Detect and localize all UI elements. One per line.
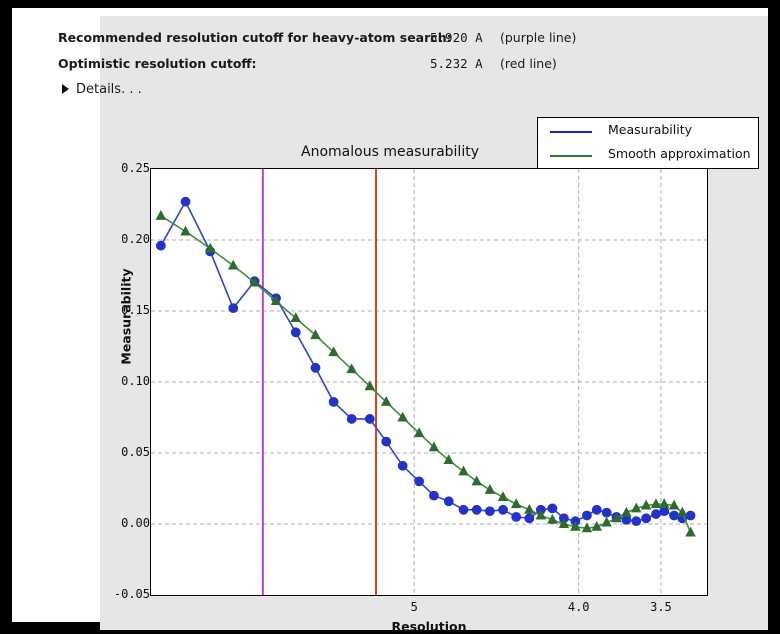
- legend-label-smooth: Smooth approximation: [608, 146, 751, 161]
- recommended-cutoff-label: Recommended resolution cutoff for heavy-…: [58, 30, 452, 45]
- recommended-cutoff-row: Recommended resolution cutoff for heavy-…: [58, 30, 768, 52]
- legend-swatch-measurability: [550, 131, 592, 133]
- details-label: Details. . .: [76, 81, 142, 97]
- chart-container: Anomalous measurability Measurability Re…: [100, 104, 768, 634]
- x-axis-ticks: 5 4.0 3.5: [150, 600, 708, 618]
- triangle-right-icon: [62, 84, 69, 94]
- y-tick-label: 0.05: [121, 445, 150, 459]
- recommended-cutoff-note: (purple line): [500, 30, 577, 45]
- legend-swatch-smooth: [550, 155, 592, 157]
- recommended-cutoff-value: 5.920 A: [430, 30, 483, 45]
- legend-label-measurability: Measurability: [608, 122, 693, 137]
- x-tick-label: 4.0: [567, 600, 590, 614]
- optimistic-cutoff-note: (red line): [500, 56, 557, 71]
- results-panel: Recommended resolution cutoff for heavy-…: [58, 16, 768, 634]
- chart-plot-svg: [151, 169, 707, 595]
- y-tick-label: 0.00: [121, 516, 150, 530]
- y-tick-label: 0.10: [121, 374, 150, 388]
- chart-title: Anomalous measurability: [301, 144, 479, 160]
- y-tick-label: -0.05: [113, 587, 150, 601]
- optimistic-cutoff-value: 5.232 A: [430, 56, 483, 71]
- y-tick-label: 0.20: [121, 232, 150, 246]
- y-axis-ticks: -0.05 0.00 0.05 0.10 0.15 0.20 0.25: [92, 161, 150, 601]
- plot-axes: [150, 168, 708, 596]
- app-window: Recommended resolution cutoff for heavy-…: [12, 8, 768, 634]
- legend-entry-measurability: Measurability: [538, 120, 760, 144]
- optimistic-cutoff-label: Optimistic resolution cutoff:: [58, 56, 257, 71]
- x-tick-label: 3.5: [650, 600, 672, 614]
- legend-entry-smooth: Smooth approximation: [538, 144, 760, 168]
- y-tick-label: 0.25: [121, 161, 150, 175]
- optimistic-cutoff-row: Optimistic resolution cutoff: 5.232 A (r…: [58, 56, 768, 78]
- cutoff-summary-header: Recommended resolution cutoff for heavy-…: [58, 16, 768, 104]
- y-tick-label: 0.15: [121, 303, 150, 317]
- x-tick-label: 5: [410, 600, 418, 614]
- chart-legend: Measurability Smooth approximation: [537, 117, 759, 169]
- x-axis-label: Resolution: [391, 619, 467, 634]
- details-disclosure[interactable]: Details. . .: [62, 79, 142, 99]
